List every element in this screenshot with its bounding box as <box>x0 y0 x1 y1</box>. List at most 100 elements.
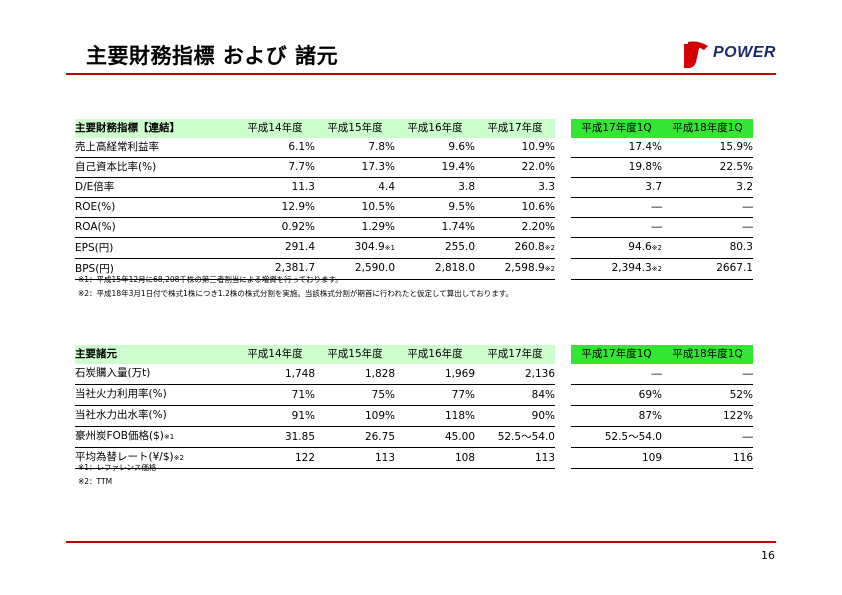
cell: 22.0% <box>475 157 555 178</box>
cell: 52% <box>662 384 753 406</box>
cell: 17.3% <box>315 157 395 178</box>
table-row: 当社水力出水率(%) 91% 109% 118% 90% 87% 122% <box>75 405 753 427</box>
table-header-label: 主要諸元 <box>75 345 235 364</box>
row-label: D/E倍率 <box>75 177 235 198</box>
footnote: ※2：平成18年3月1日付で株式1株につき1.2株の株式分割を実施。当該株式分割… <box>78 289 514 298</box>
cell: ― <box>571 364 662 385</box>
col-header-q: 平成17年度1Q <box>571 345 662 364</box>
cell: 118% <box>395 405 475 427</box>
title-underline <box>66 73 776 75</box>
footnote-mark: ※1 <box>163 433 175 441</box>
table-row: BPS(円) 2,381.7 2,590.0 2,818.0 2,598.9※2… <box>75 258 753 280</box>
cell: 45.00 <box>395 426 475 448</box>
table-row: EPS(円) 291.4 304.9※1 255.0 260.8※2 94.6※… <box>75 237 753 259</box>
footnote-mark: ※2 <box>544 244 555 252</box>
col-header: 平成15年度 <box>315 345 395 364</box>
key-data-table: 主要諸元 平成14年度 平成15年度 平成16年度 平成17年度 平成17年度1… <box>75 345 753 469</box>
cell: 87% <box>571 405 662 427</box>
row-label: BPS(円) <box>75 258 235 280</box>
row-label: 自己資本比率(%) <box>75 157 235 178</box>
cell: 1,828 <box>315 364 395 385</box>
footnote-mark: ※2 <box>651 244 662 252</box>
cell: 3.2 <box>662 177 753 198</box>
cell: 19.8% <box>571 157 662 178</box>
cell: 2,598.9※2 <box>475 258 555 280</box>
cell: ― <box>662 197 753 218</box>
cell: 69% <box>571 384 662 406</box>
cell: 19.4% <box>395 157 475 178</box>
footnote: ※1：平成15年12月に68,208千株の第三者割当による増資を行っております。 <box>78 275 343 284</box>
cell: 90% <box>475 405 555 427</box>
cell: 0.92% <box>235 217 315 238</box>
cell: 22.5% <box>662 157 753 178</box>
row-label: ROA(%) <box>75 217 235 238</box>
cell: ― <box>662 217 753 238</box>
cell: 31.85 <box>235 426 315 448</box>
cell: 122 <box>235 447 315 469</box>
table-row: 豪州炭FOB価格($)※1 31.85 26.75 45.00 52.5～54.… <box>75 426 753 448</box>
footnote-mark: ※2 <box>544 265 555 273</box>
footnote-mark: ※2 <box>651 265 662 273</box>
col-header: 平成17年度 <box>475 119 555 138</box>
col-header-q: 平成18年度1Q <box>662 119 753 138</box>
table-row: ROE(%) 12.9% 10.5% 9.5% 10.6% ― ― <box>75 197 753 218</box>
logo-text: POWER <box>713 44 776 61</box>
cell: ― <box>662 426 753 448</box>
cell: 7.7% <box>235 157 315 178</box>
cell: 108 <box>395 447 475 469</box>
cell: 52.5～54.0 <box>571 426 662 448</box>
cell: 291.4 <box>235 237 315 259</box>
cell: 10.5% <box>315 197 395 218</box>
cell: 2,381.7 <box>235 258 315 280</box>
cell: 304.9※1 <box>315 237 395 259</box>
cell: 6.1% <box>235 138 315 158</box>
table-row: D/E倍率 11.3 4.4 3.8 3.3 3.7 3.2 <box>75 177 753 198</box>
table-row: 平均為替レート(¥/$)※2 122 113 108 113 109 116 <box>75 447 753 469</box>
col-header: 平成16年度 <box>395 345 475 364</box>
cell: 3.3 <box>475 177 555 198</box>
page-title: 主要財務指標 および 諸元 <box>86 44 339 68</box>
cell: 10.9% <box>475 138 555 158</box>
table-row: 石炭購入量(万t) 1,748 1,828 1,969 2,136 ― ― <box>75 364 753 385</box>
cell: 2,136 <box>475 364 555 385</box>
cell: 94.6※2 <box>571 237 662 259</box>
row-label: 石炭購入量(万t) <box>75 364 235 385</box>
footer-divider <box>66 541 776 543</box>
cell: 2667.1 <box>662 258 753 280</box>
col-header: 平成16年度 <box>395 119 475 138</box>
table-row: ROA(%) 0.92% 1.29% 1.74% 2.20% ― ― <box>75 217 753 238</box>
cell: 4.4 <box>315 177 395 198</box>
col-header-q: 平成18年度1Q <box>662 345 753 364</box>
cell: 77% <box>395 384 475 406</box>
footnote-mark: ※2 <box>173 454 184 462</box>
table-header-label: 主要財務指標【連結】 <box>75 119 235 138</box>
table-row: 売上高経常利益率 6.1% 7.8% 9.6% 10.9% 17.4% 15.9… <box>75 138 753 158</box>
col-header: 平成14年度 <box>235 119 315 138</box>
cell: 2,590.0 <box>315 258 395 280</box>
col-header: 平成14年度 <box>235 345 315 364</box>
cell: 3.8 <box>395 177 475 198</box>
cell: 15.9% <box>662 138 753 158</box>
cell: 2,394.3※2 <box>571 258 662 280</box>
cell: 113 <box>315 447 395 469</box>
row-label: 平均為替レート(¥/$)※2 <box>75 447 235 469</box>
table-row: 自己資本比率(%) 7.7% 17.3% 19.4% 22.0% 19.8% 2… <box>75 157 753 178</box>
footnote: ※2：TTM <box>78 477 113 486</box>
row-label: ROE(%) <box>75 197 235 218</box>
cell: 1,748 <box>235 364 315 385</box>
financial-indicators-table: 主要財務指標【連結】 平成14年度 平成15年度 平成16年度 平成17年度 平… <box>75 119 753 280</box>
page-number: 16 <box>761 549 775 562</box>
table-header-row: 主要諸元 平成14年度 平成15年度 平成16年度 平成17年度 平成17年度1… <box>75 345 753 364</box>
cell: 26.75 <box>315 426 395 448</box>
cell: 7.8% <box>315 138 395 158</box>
col-header-q: 平成17年度1Q <box>571 119 662 138</box>
cell: 10.6% <box>475 197 555 218</box>
jpower-logo-icon <box>684 41 708 69</box>
row-label: 豪州炭FOB価格($)※1 <box>75 426 235 448</box>
col-header: 平成15年度 <box>315 119 395 138</box>
footnote-mark: ※1 <box>384 244 395 252</box>
row-label: 当社火力利用率(%) <box>75 384 235 406</box>
cell: 109% <box>315 405 395 427</box>
cell: 1,969 <box>395 364 475 385</box>
cell: 1.29% <box>315 217 395 238</box>
